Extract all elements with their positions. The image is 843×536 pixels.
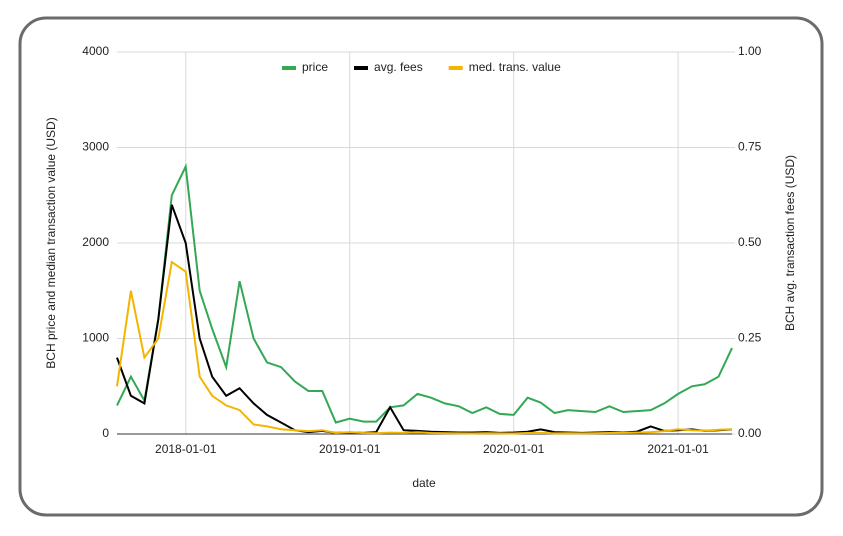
y-tick-label: 0	[102, 426, 109, 440]
y-tick-label: 4000	[82, 44, 109, 58]
line-series	[116, 163, 733, 424]
legend-label: price	[302, 60, 328, 74]
x-tick-label: 2020-01-01	[483, 442, 545, 456]
y2-tick-label: 0.00	[738, 426, 762, 440]
legend-label: med. trans. value	[469, 60, 561, 74]
line-series	[116, 260, 733, 435]
y2-tick-label: 0.75	[738, 140, 762, 154]
x-tick-label: 2018-01-01	[155, 442, 217, 456]
y2-tick-label: 1.00	[738, 44, 762, 58]
legend-label: avg. fees	[374, 60, 423, 74]
y-axis-label: BCH price and median transaction value (…	[44, 117, 58, 368]
x-axis-label: date	[412, 476, 436, 490]
y2-tick-label: 0.50	[738, 235, 762, 249]
x-tick-label: 2019-01-01	[319, 442, 381, 456]
y2-axis-label: BCH avg. transaction fees (USD)	[783, 155, 797, 331]
y-tick-label: 2000	[82, 235, 109, 249]
y-tick-label: 3000	[82, 140, 109, 154]
y-tick-label: 1000	[82, 331, 109, 345]
frame	[18, 16, 824, 517]
y2-tick-label: 0.25	[738, 331, 762, 345]
x-tick-label: 2021-01-01	[647, 442, 709, 456]
